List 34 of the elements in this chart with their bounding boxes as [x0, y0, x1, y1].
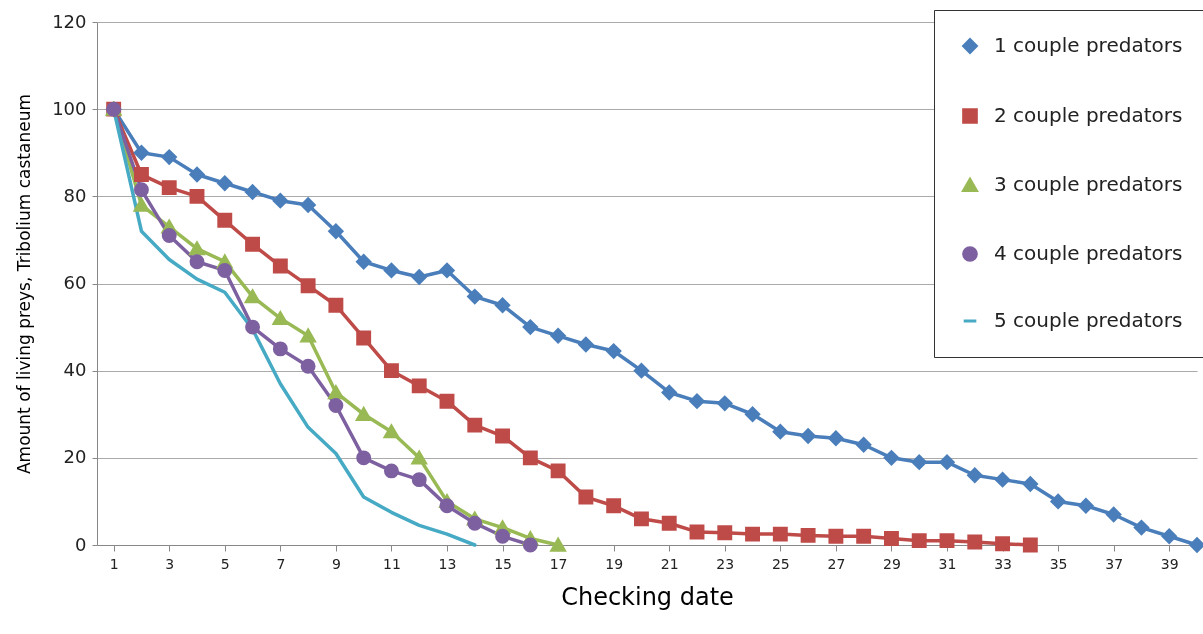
- x-tick-label: 35: [1049, 555, 1068, 572]
- legend-label: 4 couple predators: [994, 241, 1183, 265]
- x-tick-label: 39: [1160, 555, 1179, 572]
- y-tick-label: 100: [52, 97, 87, 119]
- y-axis-title: Amount of living preys, Tribolium castaneum: [14, 93, 35, 475]
- legend-label: 1 couple predators: [994, 33, 1183, 57]
- x-tick-label: 27: [827, 555, 846, 572]
- y-tick-label: 60: [63, 272, 87, 293]
- legend-label: 2 couple predators: [994, 103, 1183, 127]
- x-tick-label: 3: [165, 555, 175, 572]
- legend-label: 3 couple predators: [994, 172, 1183, 196]
- x-tick-label: 9: [331, 555, 341, 572]
- x-tick-label: 33: [994, 555, 1012, 572]
- y-tick-label: 120: [52, 10, 87, 32]
- x-tick-label: 17: [549, 555, 568, 572]
- x-tick-label: 21: [660, 555, 679, 572]
- y-tick-label: 0: [75, 533, 87, 555]
- y-tick-label: 80: [63, 184, 87, 206]
- x-axis-title: Checking date: [561, 582, 734, 611]
- x-tick-label: 5: [220, 555, 230, 572]
- x-tick-label: 1: [109, 555, 119, 572]
- x-tick-label: 15: [494, 555, 512, 572]
- x-tick-label: 29: [883, 555, 901, 572]
- x-tick-label: 13: [438, 555, 457, 572]
- legend-label: 5 couple predators: [994, 308, 1183, 332]
- y-tick-label: 20: [63, 446, 87, 468]
- y-tick-label: 40: [63, 359, 87, 381]
- x-tick-label: 19: [605, 555, 624, 572]
- x-tick-label: 25: [771, 555, 790, 572]
- x-tick-label: 23: [716, 555, 735, 572]
- x-tick-label: 37: [1105, 555, 1124, 572]
- x-tick-label: 7: [276, 555, 286, 572]
- x-tick-label: 11: [383, 555, 401, 572]
- x-tick-label: 31: [938, 555, 957, 572]
